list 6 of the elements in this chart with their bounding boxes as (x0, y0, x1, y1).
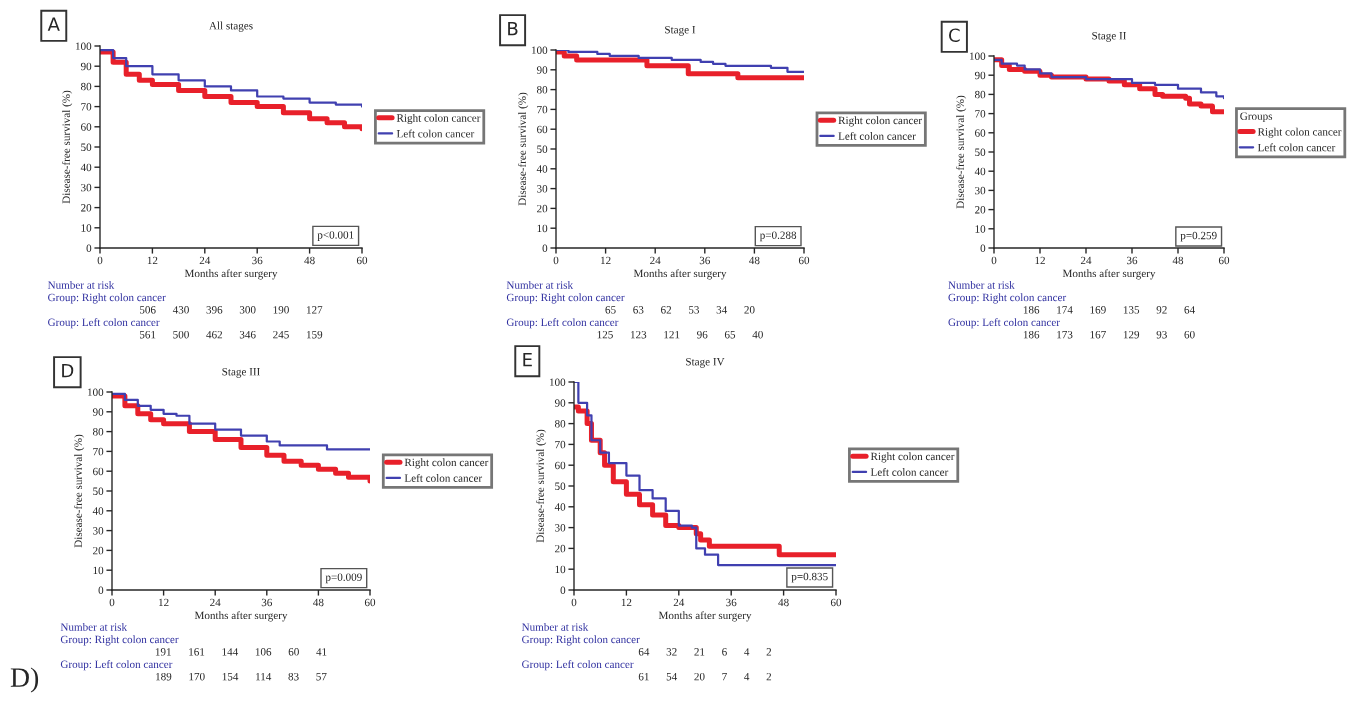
text: D (62, 364, 74, 378)
text: D) (10, 667, 39, 693)
text: E (523, 353, 532, 367)
text: B (508, 22, 518, 36)
text: A (47, 17, 60, 31)
text: C (949, 28, 960, 43)
